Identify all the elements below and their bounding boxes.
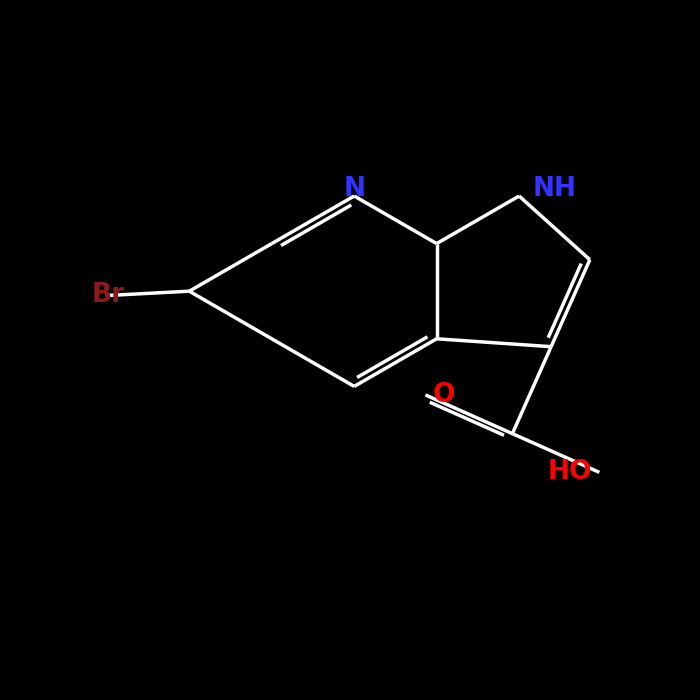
Text: O: O <box>433 382 455 408</box>
Text: HO: HO <box>548 459 592 485</box>
Text: Br: Br <box>92 282 125 309</box>
Text: NH: NH <box>533 176 577 202</box>
Text: N: N <box>343 176 365 202</box>
